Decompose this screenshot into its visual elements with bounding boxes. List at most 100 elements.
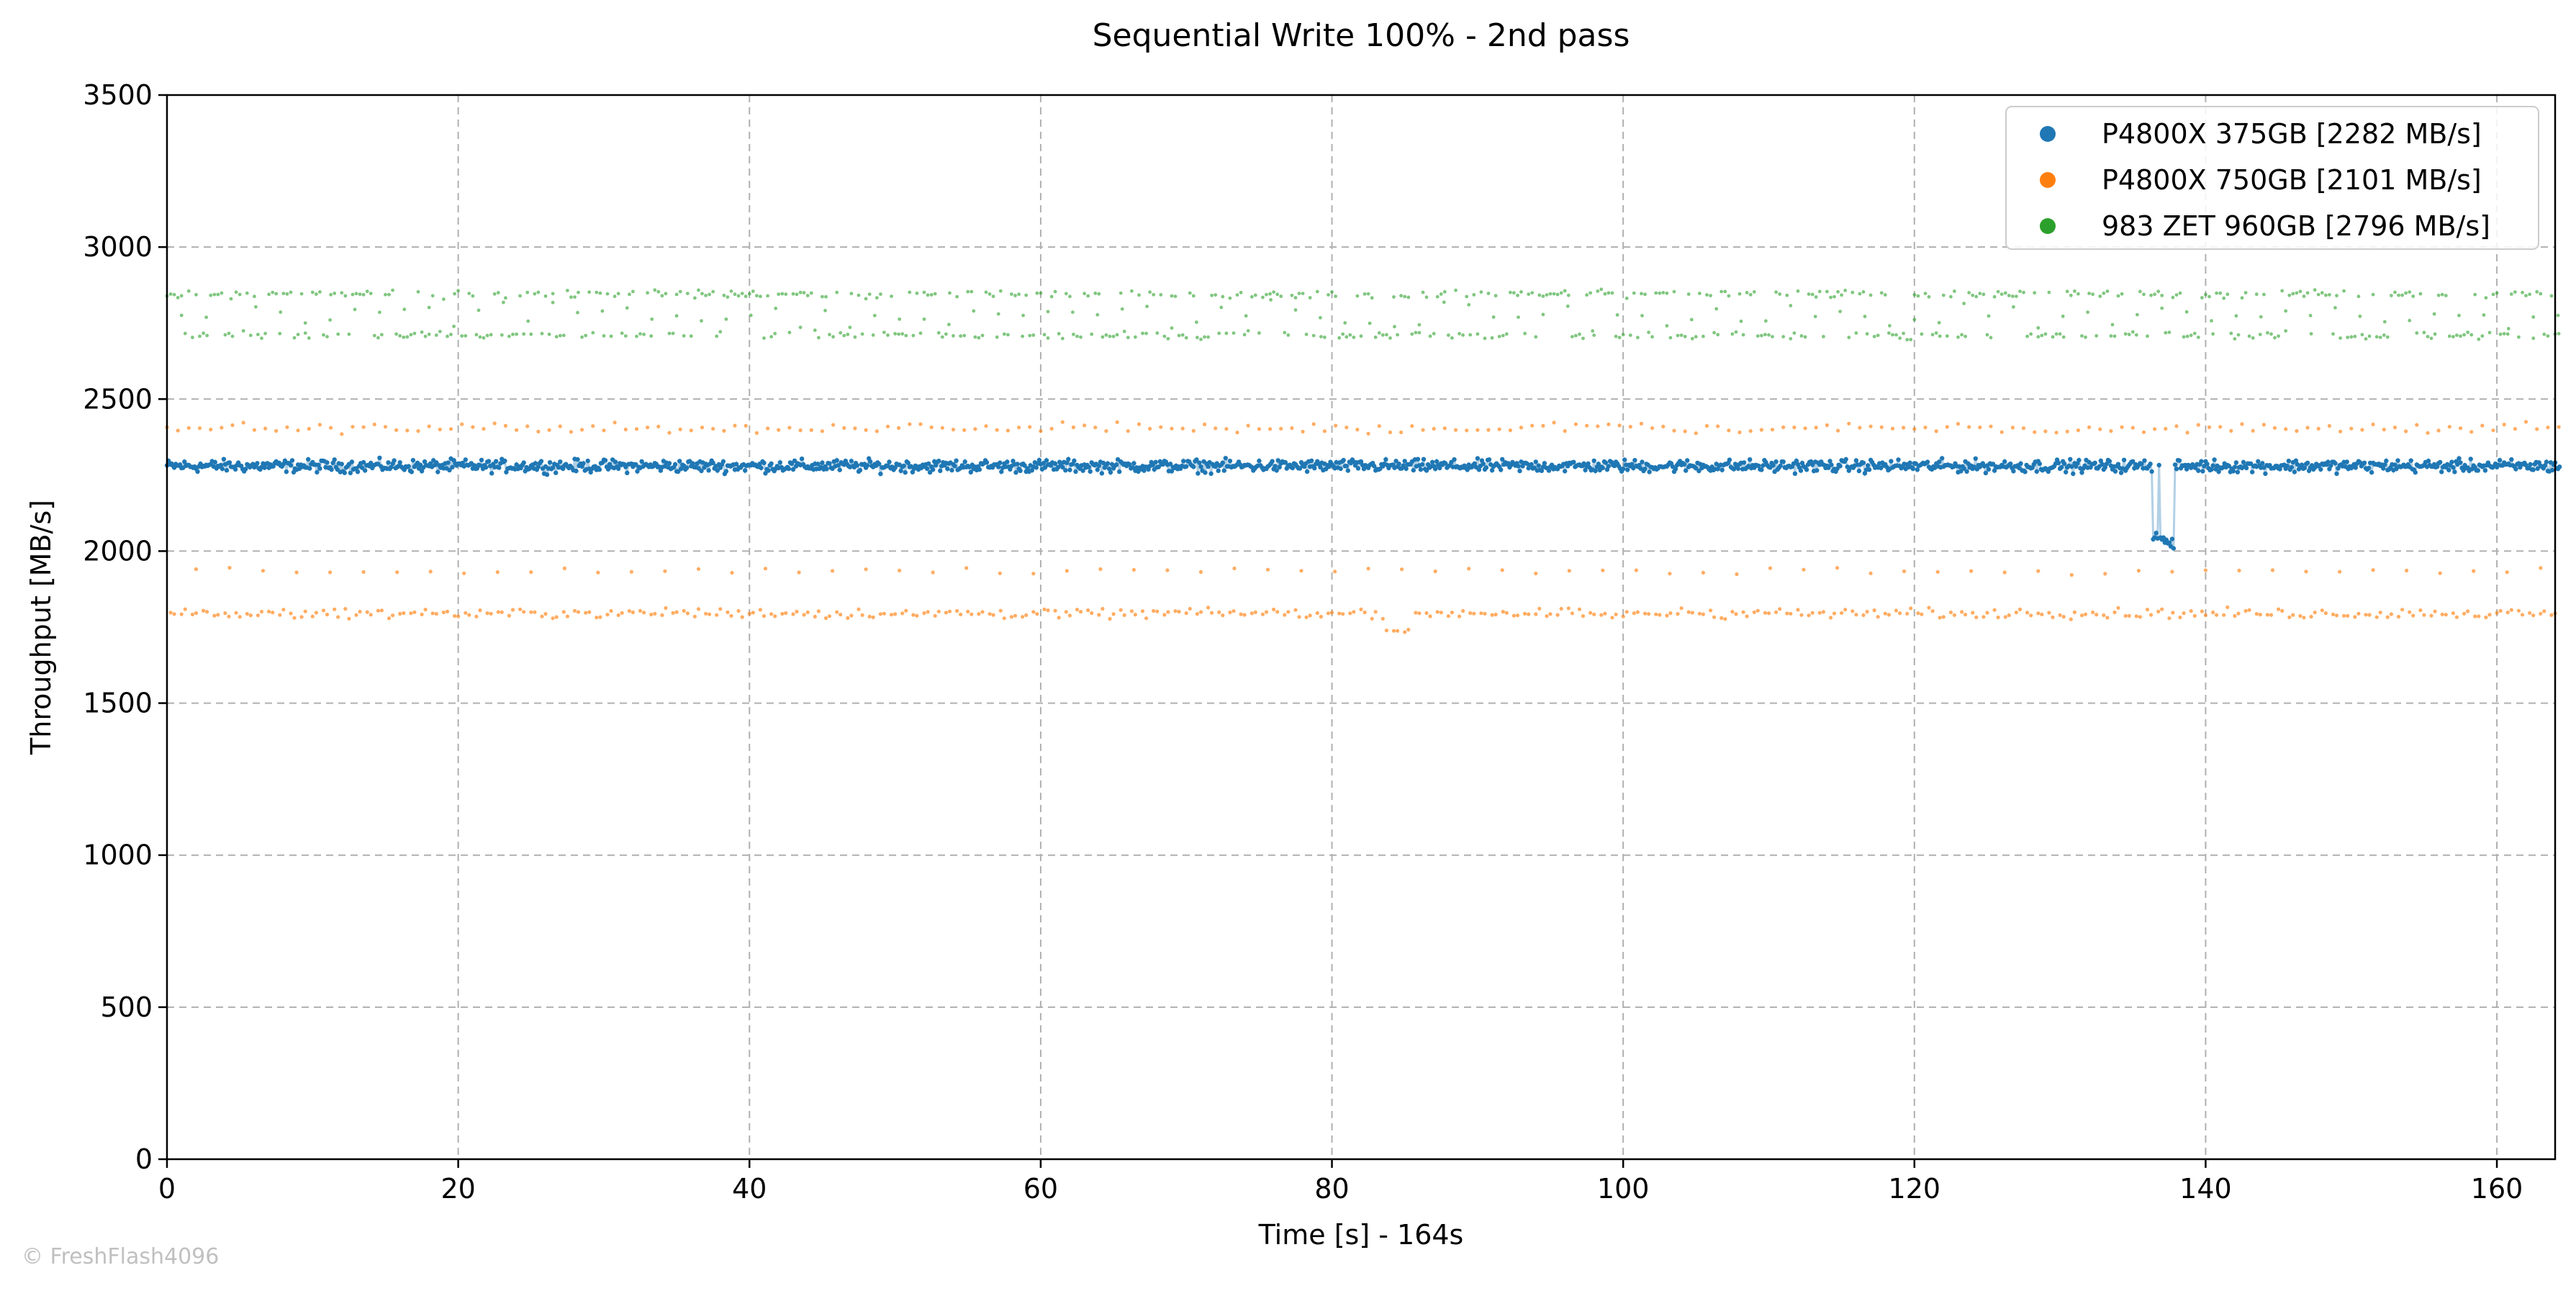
data-point: [1042, 333, 1047, 337]
data-point: [383, 425, 388, 429]
data-point: [763, 471, 768, 476]
data-point: [2073, 289, 2076, 293]
data-point: [2136, 569, 2141, 573]
data-point: [1799, 613, 1804, 617]
data-point: [1064, 610, 1068, 614]
data-point: [998, 608, 1003, 613]
data-point: [2109, 334, 2113, 338]
data-point: [533, 461, 538, 466]
data-point: [581, 461, 586, 466]
data-point: [1486, 457, 1492, 462]
data-point: [596, 570, 600, 575]
data-point: [995, 335, 999, 339]
data-point: [1552, 420, 1556, 425]
data-point: [2098, 427, 2102, 431]
data-point: [1792, 331, 1797, 335]
data-point: [1963, 613, 1968, 617]
data-point: [1665, 613, 1669, 618]
data-point: [202, 608, 206, 613]
data-point: [2444, 613, 2448, 617]
data-point: [715, 613, 719, 617]
data-point: [1072, 458, 1077, 464]
data-point: [1297, 466, 1303, 471]
data-point: [2189, 333, 2193, 338]
data-point: [1585, 293, 1589, 297]
data-point: [1326, 611, 1331, 616]
data-point: [285, 292, 289, 296]
data-point: [2342, 289, 2346, 293]
data-point: [2509, 292, 2513, 296]
data-point: [1630, 462, 1635, 467]
data-point: [1956, 422, 1961, 426]
data-point: [1661, 424, 1666, 429]
legend-box: [2005, 106, 2539, 250]
data-point: [2305, 460, 2310, 466]
data-point: [871, 615, 875, 620]
data-point: [1868, 424, 1873, 428]
data-point: [1658, 613, 1662, 617]
data-point: [2087, 292, 2092, 295]
data-point: [1981, 615, 1986, 619]
data-point: [2036, 569, 2041, 573]
data-point: [898, 317, 902, 321]
data-point: [478, 335, 482, 339]
data-point: [922, 290, 926, 294]
data-point: [255, 461, 260, 466]
data-point: [427, 305, 431, 310]
data-point: [1118, 291, 1123, 295]
data-point: [2397, 293, 2400, 297]
data-point: [2326, 459, 2331, 464]
data-point: [538, 459, 544, 464]
data-point: [1802, 567, 1806, 572]
data-point: [700, 319, 703, 323]
data-point: [1299, 569, 1303, 573]
data-point: [857, 467, 863, 473]
data-point: [1925, 459, 1930, 464]
data-point: [2286, 459, 2291, 464]
data-point: [1621, 614, 1625, 618]
data-point: [1060, 464, 1065, 470]
data-point: [650, 317, 654, 321]
data-point: [1723, 289, 1727, 294]
data-point: [504, 469, 509, 474]
data-point: [446, 334, 449, 338]
data-point: [1277, 464, 1282, 469]
data-point: [1472, 293, 1476, 297]
data-point: [343, 607, 348, 611]
data-point: [1017, 292, 1021, 297]
data-point: [1981, 292, 1986, 297]
data-point: [1894, 333, 1898, 337]
data-point: [238, 615, 242, 619]
data-point: [2080, 334, 2084, 338]
data-point: [744, 294, 748, 298]
data-point: [704, 611, 708, 616]
data-point: [1770, 428, 1775, 432]
data-point: [1586, 461, 1591, 467]
data-point: [1672, 428, 1676, 433]
data-point: [2295, 429, 2299, 433]
data-point: [2047, 290, 2051, 294]
data-point: [1681, 462, 1687, 467]
data-point: [2258, 613, 2262, 617]
data-point: [1286, 333, 1291, 337]
data-point: [878, 472, 883, 477]
data-point: [1850, 290, 1855, 294]
data-point: [1075, 608, 1080, 612]
data-point: [1104, 429, 1108, 433]
data-point: [554, 335, 559, 339]
data-point: [977, 467, 982, 472]
data-point: [893, 612, 898, 616]
data-point: [1599, 287, 1604, 292]
data-point: [1741, 610, 1745, 614]
data-point: [456, 289, 460, 293]
data-point: [2263, 471, 2268, 477]
data-point: [1401, 463, 1406, 468]
data-point: [463, 457, 468, 462]
data-point: [2170, 570, 2174, 574]
data-point: [347, 332, 351, 336]
data-point: [1737, 292, 1742, 296]
data-point: [2002, 459, 2007, 464]
data-point: [1559, 291, 1563, 295]
data-point: [1937, 320, 1941, 325]
data-point: [1876, 333, 1880, 338]
